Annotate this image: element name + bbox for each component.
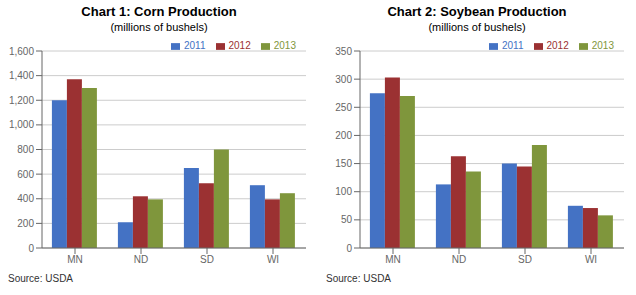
svg-text:600: 600: [17, 169, 34, 180]
html-text:2012: 2012: [546, 40, 569, 51]
html-text:2013: 2013: [273, 40, 296, 51]
svg-text:800: 800: [17, 144, 34, 155]
svg-text:SD: SD: [518, 254, 532, 265]
svg-text:0: 0: [28, 243, 34, 254]
html-text:(millions of bushels): (millions of bushels): [110, 21, 208, 33]
svg-text:400: 400: [17, 193, 34, 204]
svg-text:100: 100: [335, 186, 352, 197]
html-text:2012: 2012: [228, 40, 251, 51]
svg-text:MN: MN: [67, 254, 83, 265]
html-text:Source: USDA: Source: USDA: [326, 273, 391, 284]
html-text:Source: USDA: Source: USDA: [8, 273, 73, 284]
svg-text:MN: MN: [385, 254, 401, 265]
svg-text:50: 50: [341, 214, 353, 225]
svg-text:0: 0: [346, 243, 352, 254]
svg-text:350: 350: [335, 46, 352, 57]
svg-text:1,000: 1,000: [9, 119, 34, 130]
svg-text:250: 250: [335, 102, 352, 113]
html-text:(millions of bushels): (millions of bushels): [428, 21, 526, 33]
svg-text:300: 300: [335, 74, 352, 85]
svg-text:ND: ND: [452, 254, 466, 265]
svg-text:150: 150: [335, 158, 352, 169]
svg-text:200: 200: [17, 218, 34, 229]
html-text:Chart 2: Soybean Production: Chart 2: Soybean Production: [387, 4, 567, 19]
svg-text:1,600: 1,600: [9, 46, 34, 57]
svg-text:WI: WI: [585, 254, 597, 265]
svg-text:SD: SD: [200, 254, 214, 265]
svg-text:1,400: 1,400: [9, 70, 34, 81]
html-text:Chart 1: Corn Production: Chart 1: Corn Production: [81, 4, 237, 19]
svg-text:ND: ND: [134, 254, 148, 265]
svg-text:WI: WI: [267, 254, 279, 265]
svg-text:200: 200: [335, 130, 352, 141]
svg-text:1,200: 1,200: [9, 95, 34, 106]
html-text:2011: 2011: [502, 40, 524, 51]
html-text:2011: 2011: [184, 40, 206, 51]
html-text:2013: 2013: [591, 40, 614, 51]
